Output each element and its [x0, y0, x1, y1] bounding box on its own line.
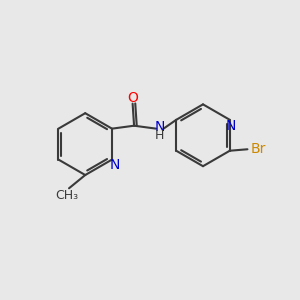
Text: H: H — [155, 129, 164, 142]
Text: Br: Br — [251, 142, 266, 156]
Text: N: N — [154, 120, 165, 134]
Text: CH₃: CH₃ — [55, 189, 78, 202]
Text: N: N — [226, 119, 236, 133]
Text: O: O — [127, 91, 138, 105]
Text: N: N — [109, 158, 119, 172]
